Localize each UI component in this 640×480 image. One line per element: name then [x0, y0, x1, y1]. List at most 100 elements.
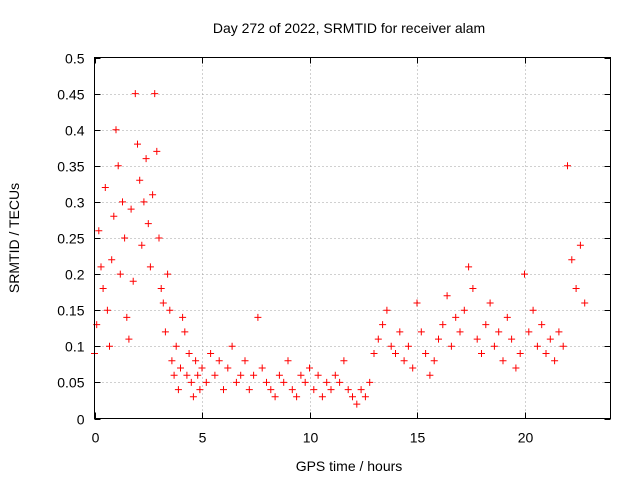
data-point: [452, 313, 460, 321]
data-point: [187, 378, 195, 386]
x-tick-label: 5: [199, 430, 207, 446]
y-tick-label: 0: [77, 412, 85, 428]
data-point: [101, 184, 109, 191]
data-point: [131, 90, 139, 98]
data-point: [99, 285, 107, 292]
data-point: [267, 386, 275, 394]
data-point: [546, 335, 554, 343]
data-point: [361, 393, 369, 401]
data-point: [140, 198, 148, 206]
data-point: [250, 371, 258, 379]
data-point: [271, 393, 279, 401]
data-point: [426, 371, 434, 379]
data-point: [409, 364, 417, 372]
data-point: [551, 357, 559, 365]
data-point: [284, 357, 292, 365]
data-points: [91, 90, 589, 408]
x-tick-label: 0: [92, 430, 100, 446]
data-point: [478, 350, 485, 357]
data-point: [512, 364, 520, 372]
y-tick-label: 0.1: [65, 339, 85, 355]
grid-layer: [94, 57, 611, 419]
data-point: [572, 285, 580, 292]
y-tick-label: 0.4: [65, 123, 85, 139]
data-point: [112, 126, 120, 134]
y-tick-label: 0.2: [65, 267, 85, 283]
data-point: [529, 306, 537, 314]
data-point: [460, 306, 468, 314]
data-point: [164, 270, 172, 278]
data-point: [172, 342, 180, 350]
data-point: [123, 313, 131, 321]
data-point: [263, 378, 270, 386]
data-point: [490, 342, 498, 350]
data-point: [106, 342, 113, 350]
data-point: [196, 386, 204, 394]
data-point: [149, 191, 157, 199]
data-point: [116, 270, 124, 278]
data-point: [181, 328, 189, 336]
data-point: [297, 371, 305, 379]
data-point: [508, 335, 516, 343]
data-point: [183, 371, 191, 379]
data-point: [344, 386, 352, 394]
data-point: [555, 328, 563, 336]
data-point: [174, 386, 182, 394]
data-point: [121, 234, 129, 242]
data-point: [202, 378, 210, 386]
data-point: [564, 162, 571, 170]
data-point: [224, 364, 232, 372]
data-point: [533, 342, 541, 350]
data-point: [301, 378, 309, 386]
data-point: [374, 335, 382, 343]
data-point: [542, 350, 550, 357]
data-point: [538, 321, 546, 329]
data-point: [136, 176, 144, 184]
data-point: [144, 220, 152, 228]
plot-frame: [94, 57, 611, 419]
data-point: [228, 342, 236, 350]
data-point: [232, 378, 240, 386]
y-tick-label: 0.25: [57, 231, 84, 247]
data-point: [220, 386, 227, 394]
data-point: [114, 162, 122, 170]
data-point: [207, 350, 215, 357]
data-point: [306, 364, 313, 372]
data-point: [443, 292, 451, 300]
data-point: [318, 393, 326, 401]
data-point: [189, 393, 197, 401]
data-point: [97, 263, 105, 271]
data-point: [293, 393, 301, 401]
data-point: [310, 386, 318, 394]
data-point: [254, 313, 262, 321]
data-point: [127, 205, 135, 213]
data-point: [392, 350, 399, 357]
data-point: [241, 357, 249, 365]
data-point: [422, 350, 430, 357]
data-point: [435, 335, 442, 343]
data-point: [166, 306, 174, 314]
data-point: [245, 386, 253, 394]
y-tick-label: 0.3: [65, 195, 85, 211]
data-point: [157, 285, 165, 292]
x-axis-label: GPS time / hours: [296, 458, 403, 474]
data-point: [370, 350, 378, 357]
data-point: [456, 328, 464, 336]
data-point: [576, 241, 584, 249]
data-point: [159, 299, 167, 307]
data-point: [314, 371, 322, 379]
data-point: [473, 335, 481, 343]
data-point: [280, 378, 288, 386]
data-point: [151, 90, 159, 98]
data-point: [138, 241, 146, 249]
data-point: [503, 313, 511, 321]
data-point: [413, 299, 421, 307]
data-point: [336, 378, 344, 386]
data-point: [153, 147, 161, 155]
y-tick-label: 0.5: [65, 51, 85, 67]
data-point: [198, 364, 206, 372]
y-axis-label: SRMTID / TECUs: [6, 183, 22, 293]
data-point: [142, 155, 150, 163]
data-point: [357, 386, 365, 394]
